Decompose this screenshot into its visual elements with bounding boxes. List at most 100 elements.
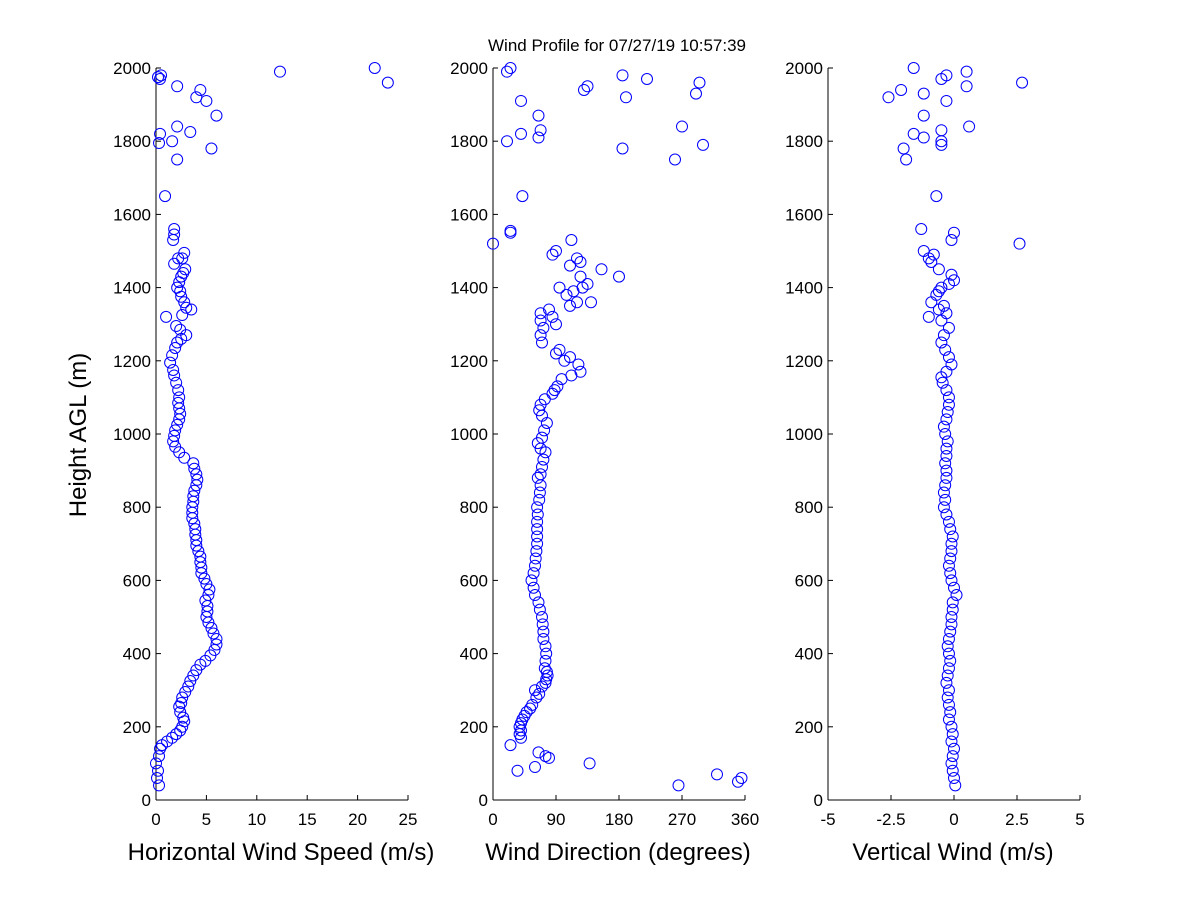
data-point [690, 87, 702, 100]
data-point [942, 684, 955, 697]
data-point [941, 691, 954, 704]
data-point [946, 764, 959, 777]
data-point [169, 341, 182, 354]
data-point [565, 234, 578, 247]
data-point [153, 779, 166, 792]
y-tick-label: 0 [479, 791, 488, 810]
data-point [940, 69, 953, 82]
data-point [941, 669, 954, 682]
data-point [534, 314, 547, 327]
y-tick-label: 200 [795, 718, 823, 737]
data-point [944, 654, 957, 667]
data-point [940, 413, 953, 426]
data-point [501, 65, 513, 78]
data-point [153, 137, 166, 150]
data-point [940, 464, 953, 477]
data-point [198, 572, 211, 585]
data-point [613, 270, 625, 283]
data-point [960, 65, 973, 78]
data-point [574, 270, 587, 283]
data-point [942, 662, 955, 675]
data-point [546, 310, 559, 323]
data-point [942, 321, 955, 334]
data-point [188, 484, 201, 497]
data-point [531, 537, 544, 550]
data-point [504, 62, 517, 74]
data-point [524, 702, 537, 715]
x-tick-label: 180 [605, 810, 633, 829]
data-point [945, 545, 958, 558]
data-point [1013, 237, 1026, 250]
data-point [504, 224, 517, 237]
data-point [917, 245, 930, 257]
x-tick-label: -2.5 [876, 810, 905, 829]
x-tick-label: 25 [399, 810, 418, 829]
data-point [945, 735, 958, 748]
y-tick-label: 600 [795, 571, 823, 590]
data-point [940, 676, 953, 689]
data-point [531, 523, 544, 536]
data-point [939, 457, 952, 470]
data-point [172, 384, 185, 397]
data-point [948, 772, 960, 785]
data-point [515, 94, 527, 107]
data-point [932, 285, 945, 298]
data-point [516, 713, 529, 726]
data-point [546, 248, 559, 261]
data-point [533, 493, 546, 506]
data-point [182, 680, 195, 693]
data-point [536, 611, 548, 623]
data-point [184, 126, 197, 139]
data-point [574, 365, 587, 378]
data-point [942, 647, 955, 660]
x-tick-label: 360 [731, 810, 759, 829]
x-tick-label: 10 [247, 810, 266, 829]
data-point [539, 640, 552, 653]
data-point [942, 391, 955, 404]
data-point [939, 493, 952, 506]
data-point [553, 281, 566, 294]
data-point [900, 153, 913, 166]
data-point [616, 142, 629, 155]
data-point [203, 583, 216, 596]
y-tick-label: 1000 [785, 425, 823, 444]
data-point [172, 396, 185, 409]
data-point [945, 268, 958, 281]
x-tick-label: 5 [202, 810, 211, 829]
y-tick-label: 1800 [785, 132, 823, 151]
data-point [180, 301, 193, 314]
panel-vertical-wind: 0 200 400 600 800 1000 1200 1400 1600 1800 2000 -5 -… [785, 59, 1085, 866]
data-point [550, 245, 562, 257]
data-point [960, 80, 973, 93]
data-point [526, 698, 539, 711]
data-point [942, 515, 955, 528]
y-tick-label: 1200 [450, 352, 488, 371]
data-point [531, 501, 544, 514]
data-point [179, 263, 192, 276]
data-point [946, 603, 959, 616]
data-point [942, 698, 955, 711]
data-point [529, 559, 541, 572]
data-point [697, 138, 709, 151]
data-point [942, 632, 955, 645]
y-tick-label: 200 [460, 718, 488, 737]
data-point [531, 530, 544, 543]
y-tick-label: 1000 [113, 425, 151, 444]
data-point [531, 515, 544, 528]
direction-x-axis-title: Wind Direction (degrees) [485, 839, 750, 866]
data-point [531, 508, 544, 521]
data-point [935, 336, 948, 349]
data-point [536, 618, 549, 631]
data-point [167, 363, 180, 376]
data-point [173, 391, 186, 404]
panel-wind-direction: 0 200 400 600 800 1000 1200 1400 1600 1800 2000 0 90… [450, 59, 759, 866]
data-point [940, 307, 953, 320]
data-point [940, 94, 953, 107]
data-point [940, 449, 953, 462]
data-point [176, 252, 189, 265]
data-point [152, 71, 165, 84]
data-point [564, 259, 576, 272]
data-point [525, 574, 538, 587]
data-point [550, 318, 562, 331]
